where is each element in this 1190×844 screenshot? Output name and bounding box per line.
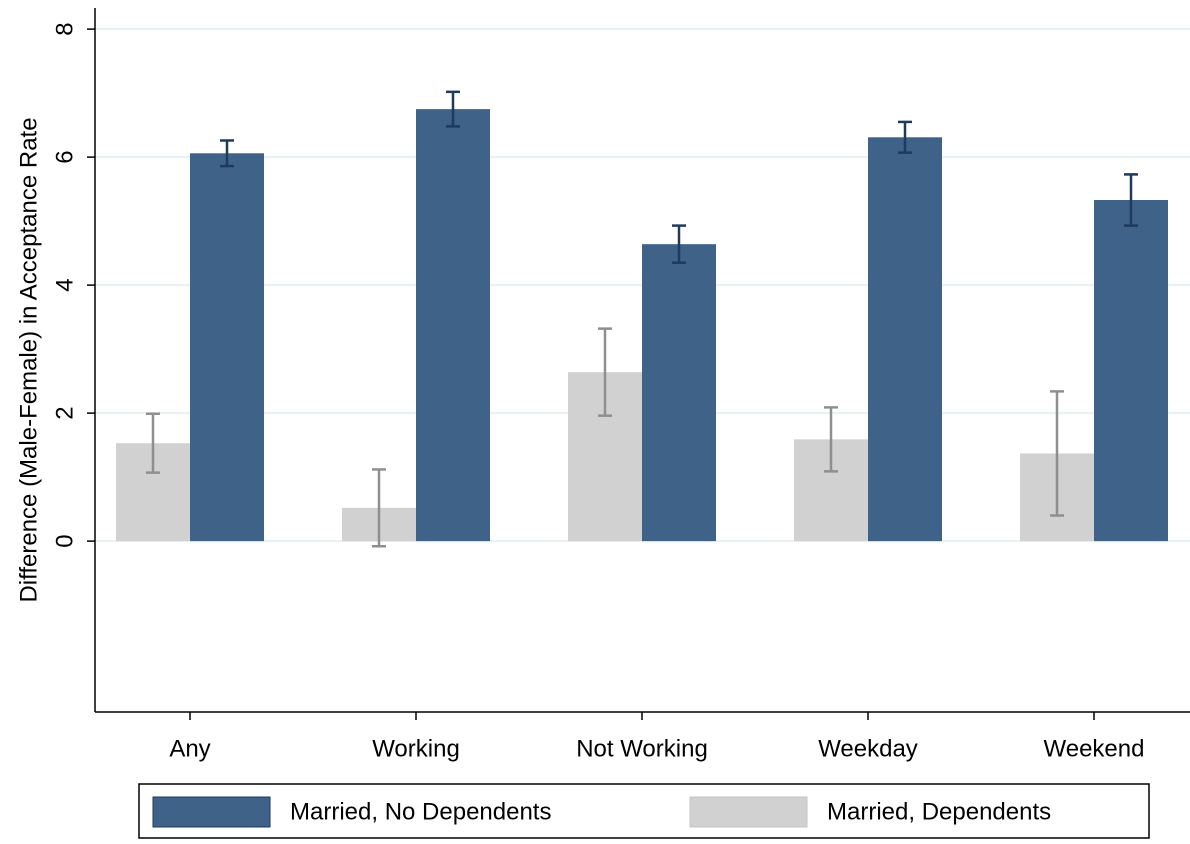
bar — [1094, 200, 1168, 542]
legend-box — [138, 783, 1150, 839]
error-bar — [372, 468, 386, 548]
bar — [868, 137, 942, 542]
bar — [642, 244, 716, 542]
error-bar — [824, 406, 838, 473]
error-bar — [1124, 173, 1138, 227]
y-tick-label: 2 — [51, 406, 78, 419]
x-tick-label: Working — [372, 735, 460, 762]
y-tick-label: 8 — [51, 22, 78, 35]
x-tick-label: Any — [169, 735, 210, 762]
legend-label: Married, Dependents — [827, 798, 1051, 825]
error-bar — [146, 412, 160, 474]
x-tick-label: Weekend — [1044, 735, 1145, 762]
error-bar — [446, 90, 460, 128]
bar — [416, 109, 490, 542]
x-tick-label: Weekday — [818, 735, 918, 762]
y-tick-label: 6 — [51, 150, 78, 163]
error-bar — [1050, 390, 1064, 517]
legend-label: Married, No Dependents — [290, 798, 551, 825]
legend-swatch — [152, 796, 271, 828]
bar — [190, 153, 264, 542]
legend-swatch — [689, 796, 808, 828]
error-bar — [672, 224, 686, 264]
x-tick-label: Not Working — [576, 735, 708, 762]
y-axis-label: Difference (Male-Female) in Acceptance R… — [15, 117, 42, 602]
y-tick-label: 4 — [51, 278, 78, 291]
y-tick-label: 0 — [51, 534, 78, 547]
error-bar — [220, 139, 234, 168]
error-bar — [598, 327, 612, 417]
error-bar — [898, 120, 912, 154]
